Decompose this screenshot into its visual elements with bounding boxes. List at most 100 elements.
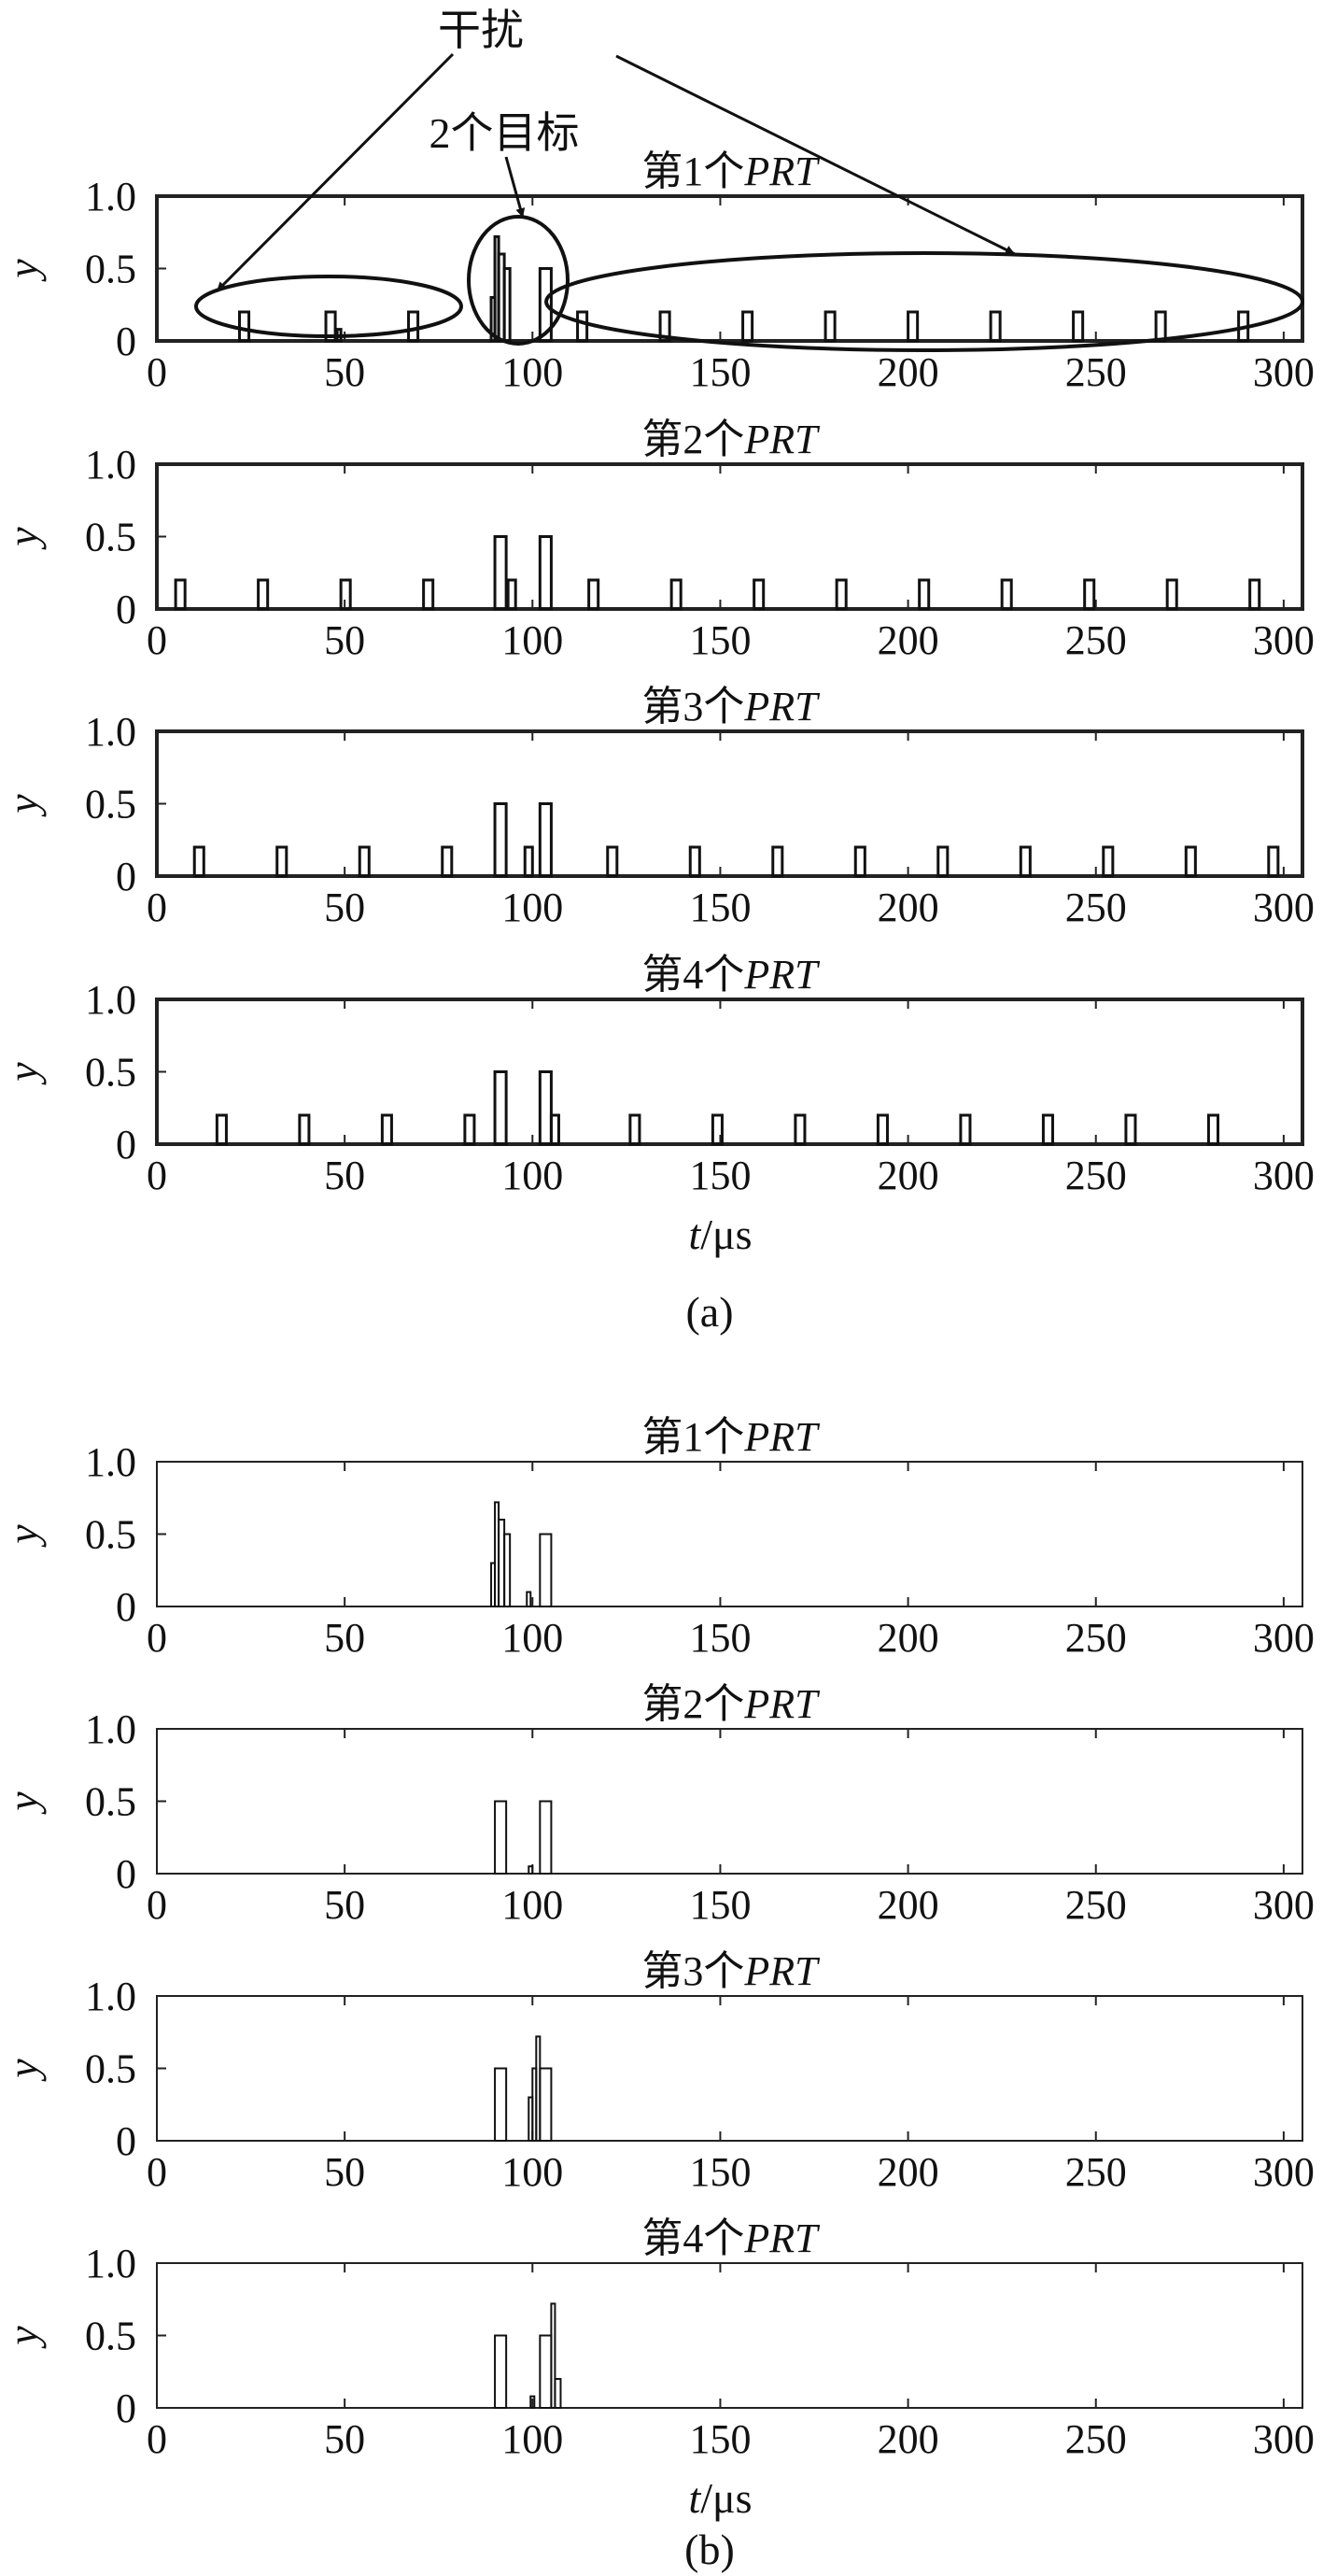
x-tick-label: 150 (689, 1882, 751, 1928)
x-tick-label: 150 (689, 349, 751, 395)
pulse-mark (494, 2334, 508, 2409)
y-axis-label: y (0, 1524, 47, 1548)
pulse-mark (1267, 845, 1280, 878)
x-tick-label: 150 (689, 617, 751, 663)
x-tick-label: 300 (1253, 1615, 1315, 1661)
x-tick-label: 0 (147, 2149, 167, 2195)
y-tick-label: 1.0 (85, 2241, 136, 2286)
panel-title-emph: PRT (743, 2215, 821, 2261)
pulse-mark (538, 267, 553, 343)
x-tick-label: 50 (324, 885, 365, 930)
pulse-mark (549, 1113, 560, 1146)
pulse-mark (741, 310, 754, 343)
pulse-mark (853, 845, 866, 878)
y-tick-label: 0 (116, 1851, 136, 1897)
pulse-mark (358, 845, 371, 878)
chart-panel-4: 第4个PRT 0 0.5 1.0 0 50 100 150 200 250 300 y t/μs (0, 952, 1315, 1258)
pulse-mark (538, 1070, 553, 1146)
y-tick-label: 1.0 (85, 174, 136, 219)
pulse-mark (422, 578, 435, 611)
x-tick-label: 200 (878, 1882, 939, 1928)
x-tick-label: 50 (324, 2149, 365, 2195)
panel-title-prefix: 第4个 (641, 952, 744, 998)
x-tick-label: 250 (1065, 885, 1127, 930)
x-tick-label: 200 (878, 1153, 939, 1198)
pulse-mark (526, 1591, 532, 1607)
pulse-mark (835, 578, 848, 611)
panel-title-prefix: 第2个 (641, 1681, 744, 1727)
caption-a: (a) (685, 1288, 733, 1336)
x-tick-label: 200 (878, 349, 939, 395)
y-tick-label: 0.5 (85, 1512, 136, 1558)
panel-title: 第2个PRT (641, 417, 821, 462)
panel-title: 第2个PRT (641, 1681, 821, 1727)
pulse-mark (493, 535, 508, 611)
annotation-two-targets: 2个目标 (429, 109, 580, 157)
pulse-mark (324, 310, 337, 343)
x-axis-label-unit: /μs (700, 2474, 752, 2522)
pulse-mark (1000, 578, 1013, 611)
y-tick-label: 1.0 (85, 1439, 136, 1485)
pulse-mark (380, 1113, 393, 1146)
y-tick-label: 0.5 (85, 1050, 136, 1096)
pulse-mark (539, 1800, 553, 1875)
plot-frame (155, 998, 1304, 1146)
pulse-mark (215, 1113, 228, 1146)
y-tick-label: 0.5 (85, 247, 136, 292)
y-tick-label: 1.0 (85, 977, 136, 1023)
y-axis-label: y (0, 1791, 47, 1815)
plot-frame (155, 194, 1304, 343)
y-axis-label: y (0, 259, 47, 282)
pulse-mark (753, 578, 766, 611)
pulse-mark (1184, 845, 1197, 878)
x-tick-label: 200 (878, 2416, 939, 2462)
x-tick-label: 200 (878, 1615, 939, 1661)
x-axis-label-unit: /μs (700, 1210, 752, 1258)
panel-title-emph: PRT (743, 417, 821, 462)
x-tick-label: 0 (147, 885, 167, 930)
y-axis-label: y (0, 1062, 47, 1085)
x-tick-label: 50 (324, 617, 365, 663)
x-tick-label: 100 (501, 349, 563, 395)
panel-title-prefix: 第4个 (641, 2215, 744, 2261)
x-tick-label: 50 (324, 1882, 365, 1928)
pulse-mark (339, 578, 352, 611)
pulse-mark (523, 845, 534, 878)
y-tick-label: 0.5 (85, 2046, 136, 2092)
pulse-mark (628, 1113, 641, 1146)
pulse-mark (1154, 310, 1167, 343)
pulse-mark (771, 845, 784, 878)
plot-frame (156, 1728, 1303, 1875)
x-tick-label: 300 (1253, 1882, 1315, 1928)
pulse-mark (989, 310, 1002, 343)
x-tick-label: 100 (501, 2149, 563, 2195)
y-tick-label: 1.0 (85, 1706, 136, 1752)
pulse-mark (669, 578, 683, 611)
x-tick-label: 250 (1065, 349, 1127, 395)
panel-title-emph: PRT (743, 149, 821, 194)
panel-title-prefix: 第3个 (641, 1948, 744, 1994)
panel-title: 第4个PRT (641, 952, 821, 998)
pulse-mark (493, 1070, 508, 1146)
x-tick-label: 50 (324, 1615, 365, 1661)
pulse-mark (1041, 1113, 1054, 1146)
pulse-mark (192, 845, 205, 878)
chart-panel-8: 第4个PRT 0 0.5 1.0 0 50 100 150 200 250 300 y t/μs (0, 2215, 1315, 2522)
y-tick-label: 0 (116, 2385, 136, 2431)
annotation-group: 干扰 2个目标 (194, 7, 1304, 352)
x-axis-label-var: t (688, 1210, 701, 1258)
pulse-mark (688, 845, 701, 878)
pulse-mark (1102, 845, 1115, 878)
pulse-mark (1165, 578, 1178, 611)
chart-panel-5: 第1个PRT 0 0.5 1.0 0 50 100 150 200 250 300 y (0, 1414, 1315, 1661)
y-axis-label: y (0, 2059, 47, 2082)
pulse-mark (823, 310, 837, 343)
chart-panel-6: 第2个PRT 0 0.5 1.0 0 50 100 150 200 250 300 y (0, 1681, 1315, 1928)
x-tick-label: 150 (689, 2416, 751, 2462)
plot-frame (155, 729, 1304, 878)
x-tick-label: 100 (501, 617, 563, 663)
pulse-mark (1019, 845, 1032, 878)
pulse-mark (539, 2067, 553, 2142)
panel-title-emph: PRT (743, 1948, 821, 1994)
